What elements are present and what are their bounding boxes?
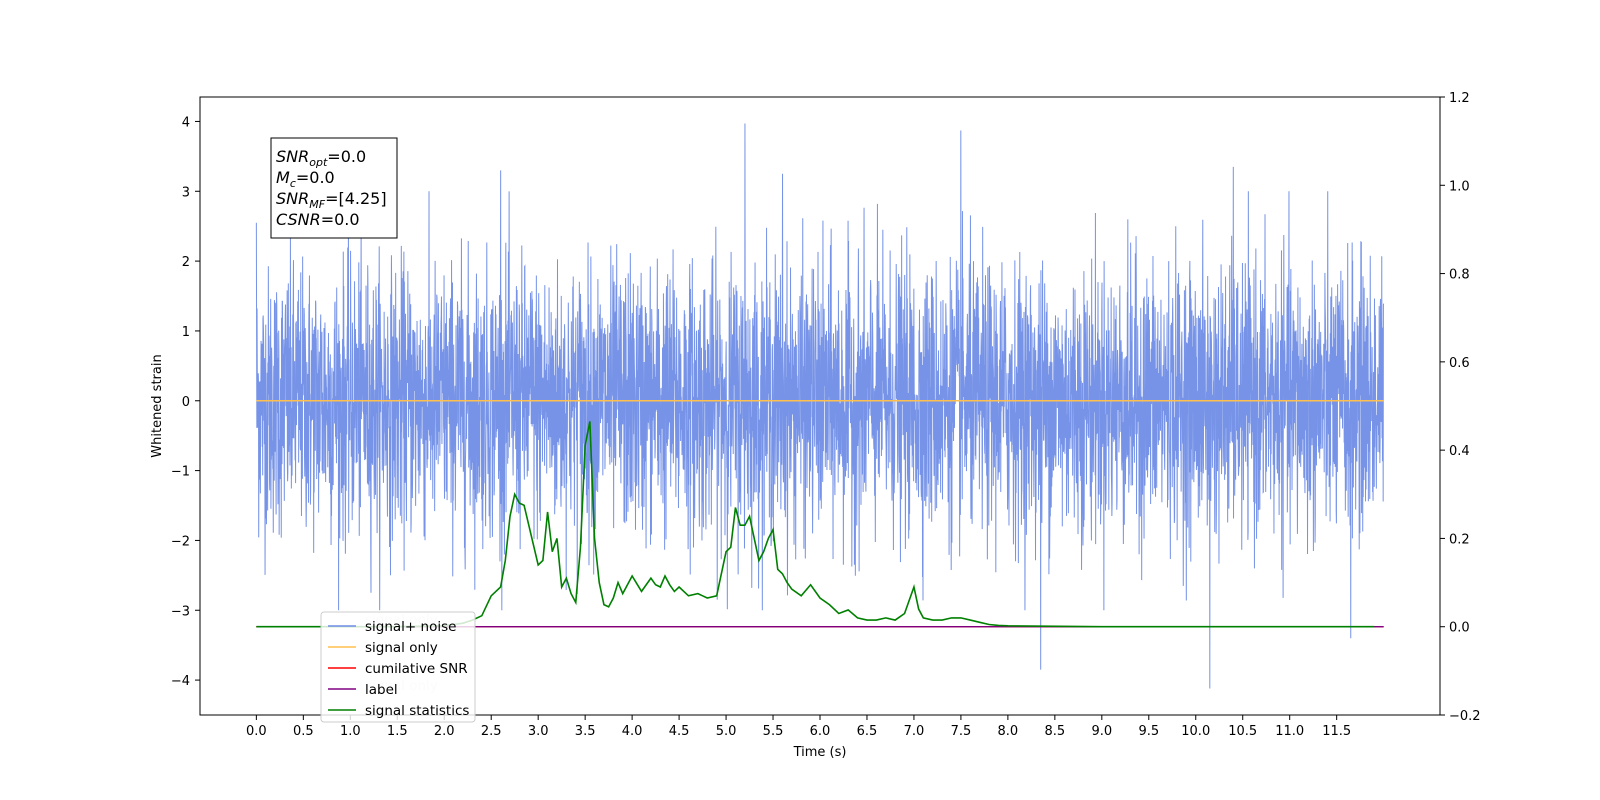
annotation-symbol: M [276,168,290,187]
x-tick-label: 5.0 [716,724,737,739]
y-tick-label: −4 [171,674,190,689]
annotation-symbol: SNR [276,147,309,166]
annotation-frame [270,137,398,239]
y-axis-label: Whitened strain [150,354,165,457]
x-tick-label: 5.5 [763,724,784,739]
legend-entry-label: label [365,682,398,698]
annotation-line: SNRMF=[4.25] [276,189,387,211]
x-tick-label: 10.5 [1228,724,1257,739]
annotation-value: =0.0 [296,168,335,187]
y-tick-label: 0 [182,395,190,410]
x-tick-label: 0.0 [246,724,267,739]
y-tick-label: 3 [182,185,190,200]
x-tick-label: 3.5 [575,724,596,739]
annotation-value: =[4.25] [325,189,387,208]
y-tick-label: −1 [171,465,190,480]
y2-tick-label: 0.6 [1449,356,1470,371]
annotation-symbol: CSNR [276,210,321,229]
y-tick-label: 4 [182,115,190,130]
annotation-value: =0.0 [321,210,360,229]
x-tick-label: 11.0 [1275,724,1304,739]
x-tick-label: 11.5 [1322,724,1351,739]
legend-entry-label: signal only [365,640,438,656]
x-tick-label: 8.5 [1045,724,1066,739]
legend-entry-label: signal+ noise [365,619,456,635]
y2-tick-label: 0.0 [1449,621,1470,636]
x-tick-label: 9.0 [1091,724,1112,739]
x-tick-label: 1.0 [340,724,361,739]
x-tick-label: 6.0 [810,724,831,739]
annotation-line: CSNR=0.0 [276,210,360,229]
x-tick-label: 2.0 [434,724,455,739]
y2-tick-label: 1.0 [1449,179,1470,194]
x-tick-label: 8.0 [998,724,1019,739]
y-tick-label: −2 [171,534,190,549]
x-tick-label: 0.5 [293,724,314,739]
annotation-line: Mc=0.0 [276,168,335,190]
y2-tick-label: −0.2 [1449,709,1481,724]
legend: signal onlysignal onlysignal+ noisesigna… [320,611,476,723]
y-tick-label: −3 [171,604,190,619]
annotation-subscript: c [290,177,296,190]
x-tick-label: 7.5 [951,724,972,739]
y2-tick-label: 0.2 [1449,532,1470,547]
y2-tick-label: 0.4 [1449,444,1470,459]
x-tick-label: 4.0 [622,724,643,739]
legend-entry-label: cumilative SNR [365,661,468,677]
y-axis-left: 4 3 2 1 0 −1 −2 −3 −4 [171,115,200,689]
annotation-subscript: opt [309,156,328,169]
annotation-subscript: MF [309,198,325,211]
x-tick-label: 6.5 [857,724,878,739]
annotation-symbol: SNR [276,189,309,208]
x-tick-label: 7.0 [904,724,925,739]
x-tick-label: 10.0 [1181,724,1210,739]
series-line-signal-noise [255,123,1385,689]
x-tick-label: 9.5 [1138,724,1159,739]
x-tick-label: 4.5 [669,724,690,739]
y2-tick-label: 1.2 [1449,91,1470,106]
y-axis-right: 1.2 1.0 0.8 0.6 0.4 0.2 0.0 −0.2 [1440,91,1481,724]
x-axis: 0.0 0.5 1.0 1.5 2.0 2.5 3.0 3.5 4.0 4.5 5.0 5.5 6.0 6… [246,715,1351,739]
legend-entry-label: signal statistics [365,703,469,719]
legend-frame [320,611,476,723]
series-line-signal-statistics [256,421,1375,628]
x-tick-label: 2.5 [481,724,502,739]
y2-tick-label: 0.8 [1449,268,1470,283]
annotation-line: SNRopt=0.0 [276,147,366,169]
annotation-value: =0.0 [327,147,366,166]
y-tick-label: 2 [182,255,190,270]
x-tick-label: 1.5 [387,724,408,739]
x-axis-label: Time (s) [793,745,847,760]
x-tick-label: 3.0 [528,724,549,739]
y-tick-label: 1 [182,325,190,340]
